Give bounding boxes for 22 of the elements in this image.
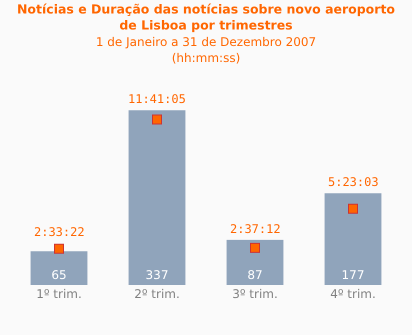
bar (30, 251, 88, 285)
chart-title: Notícias e Duração das notícias sobre novo aeroporto de Lisboa por trimestres (16, 1, 396, 33)
point (54, 244, 64, 254)
x-tick-label: 4º trim. (330, 287, 376, 301)
data-label: 5:23:03 (328, 175, 379, 189)
chart-subtitle: 1 de Janeiro a 31 de Dezembro 2007 (hh:mm:ss) (96, 34, 316, 66)
data-label: 2:33:22 (34, 225, 85, 239)
data-label: 65 (51, 268, 67, 282)
data-label: 337 (146, 268, 168, 282)
bar (324, 193, 382, 285)
bar (226, 240, 284, 285)
data-label: 177 (342, 268, 364, 282)
data-label: 11:41:05 (128, 92, 186, 106)
data-label: 87 (247, 268, 263, 282)
data-label: 2:37:12 (230, 222, 281, 236)
x-tick-label: 2º trim. (134, 287, 180, 301)
x-tick-label: 1º trim. (36, 287, 82, 301)
bar (128, 110, 186, 285)
point (348, 204, 358, 214)
point (250, 242, 260, 253)
x-tick-label: 3º trim. (232, 287, 278, 301)
point (152, 114, 162, 125)
